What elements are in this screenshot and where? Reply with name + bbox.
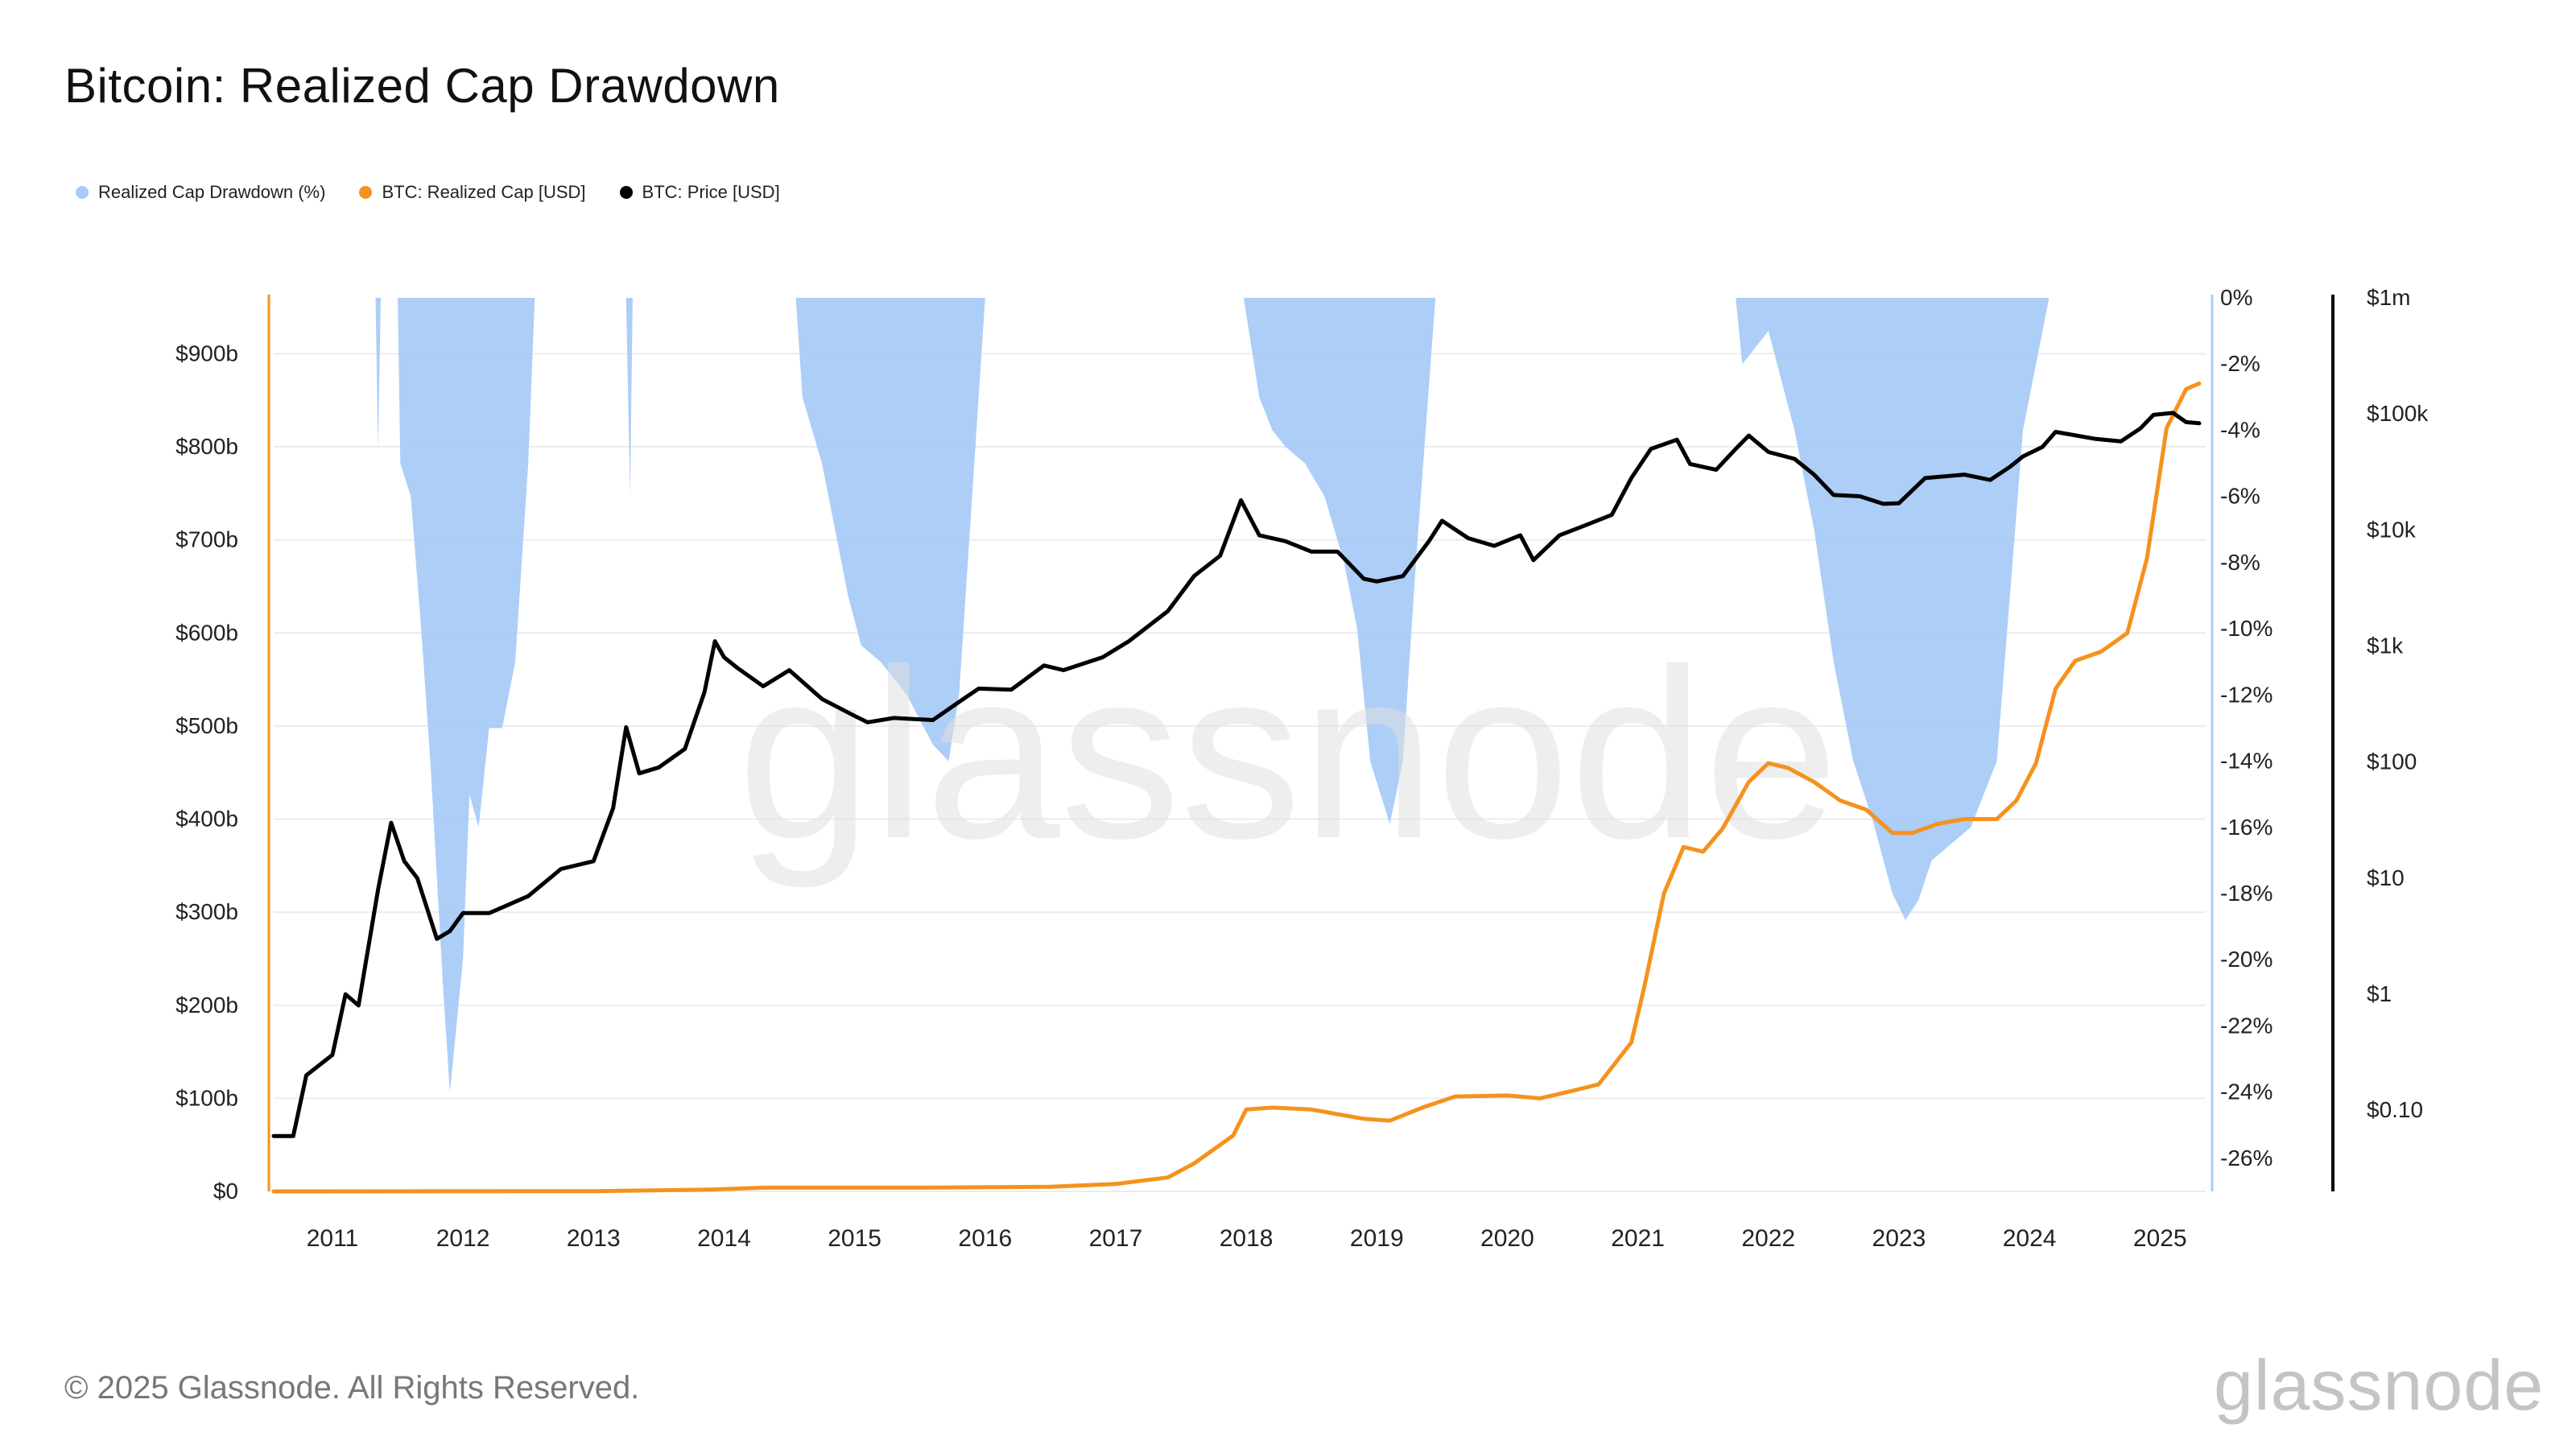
drawdown-axis-tick-label: -14% bbox=[2220, 749, 2273, 774]
x-axis-tick-label: 2022 bbox=[1741, 1225, 1795, 1252]
drawdown-axis-tick-label: -6% bbox=[2220, 484, 2260, 509]
drawdown-axis-tick-label: -8% bbox=[2220, 550, 2260, 575]
left-axis-tick-label: $600b bbox=[175, 620, 238, 645]
copyright-footer: © 2025 Glassnode. All Rights Reserved. bbox=[64, 1370, 640, 1406]
legend-dot-realized-cap bbox=[359, 186, 373, 199]
left-axis-tick-label: $800b bbox=[175, 434, 238, 459]
legend-dot-price bbox=[619, 186, 633, 199]
price-axis-tick-label: $1k bbox=[2367, 634, 2404, 658]
legend-item-price[interactable]: BTC: Price [USD] bbox=[619, 182, 780, 203]
drawdown-axis-tick-label: -16% bbox=[2220, 815, 2273, 840]
drawdown-axis-tick-label: -18% bbox=[2220, 881, 2273, 906]
drawdown-axis-tick-label: -2% bbox=[2220, 351, 2260, 376]
legend-label-realized-cap: BTC: Realized Cap [USD] bbox=[382, 182, 586, 202]
legend-item-realized-cap[interactable]: BTC: Realized Cap [USD] bbox=[359, 182, 586, 203]
x-axis-tick-label: 2020 bbox=[1480, 1225, 1534, 1252]
price-line bbox=[271, 411, 2202, 1138]
drawdown-area-series bbox=[274, 298, 2206, 1092]
legend-label-price: BTC: Price [USD] bbox=[642, 182, 780, 202]
left-axis-tick-label: $200b bbox=[175, 993, 238, 1018]
drawdown-axis-tick-label: -24% bbox=[2220, 1080, 2273, 1104]
price-axis-tick-label: $100 bbox=[2367, 749, 2417, 774]
x-axis-tick-label: 2013 bbox=[567, 1225, 621, 1252]
drawdown-area bbox=[274, 298, 2206, 1092]
price-axis-tick-label: $10k bbox=[2367, 517, 2417, 542]
drawdown-axis-tick-label: -4% bbox=[2220, 417, 2260, 442]
x-axis-tick-label: 2018 bbox=[1220, 1225, 1274, 1252]
legend-label-drawdown: Realized Cap Drawdown (%) bbox=[98, 182, 326, 202]
x-axis-tick-label: 2025 bbox=[2133, 1225, 2187, 1252]
x-axis-tick-label: 2023 bbox=[1872, 1225, 1926, 1252]
price-axis-tick-label: $100k bbox=[2367, 401, 2429, 426]
left-axis-tick-label: $500b bbox=[175, 713, 238, 738]
x-axis-tick-label: 2012 bbox=[436, 1225, 490, 1252]
price-axis-tick-label: $1m bbox=[2367, 285, 2410, 310]
drawdown-axis-tick-label: -10% bbox=[2220, 616, 2273, 641]
watermark: glassnode bbox=[737, 618, 1839, 890]
drawdown-axis-tick-label: 0% bbox=[2220, 285, 2252, 310]
x-axis-tick-label: 2017 bbox=[1089, 1225, 1143, 1252]
realized-cap-line bbox=[271, 381, 2202, 1194]
price-axis-tick-label: $10 bbox=[2367, 865, 2405, 890]
x-axis-tick-label: 2024 bbox=[2003, 1225, 2057, 1252]
x-axis-tick-label: 2011 bbox=[307, 1225, 359, 1252]
price-axis-tick-label: $1 bbox=[2367, 981, 2392, 1006]
left-axis-tick-label: $700b bbox=[175, 527, 238, 552]
x-axis-tick-label: 2015 bbox=[828, 1225, 881, 1252]
left-axis-tick-label: $400b bbox=[175, 807, 238, 832]
drawdown-axis-tick-label: -20% bbox=[2220, 947, 2273, 972]
x-axis-tick-label: 2016 bbox=[958, 1225, 1012, 1252]
chart-title: Bitcoin: Realized Cap Drawdown bbox=[64, 59, 780, 113]
x-axis-tick-label: 2014 bbox=[697, 1225, 751, 1252]
price-axis-tick-label: $0.10 bbox=[2367, 1097, 2423, 1122]
line-series bbox=[271, 381, 2202, 1194]
axes: $0 $100b $200b $300b $400b $500b $600b $700b $80… bbox=[175, 285, 2429, 1252]
left-axis-tick-label: $300b bbox=[175, 899, 238, 924]
left-axis-tick-label: $100b bbox=[175, 1085, 238, 1110]
x-axis-tick-label: 2021 bbox=[1611, 1225, 1665, 1252]
legend-item-drawdown[interactable]: Realized Cap Drawdown (%) bbox=[76, 182, 325, 203]
legend-dot-drawdown bbox=[76, 186, 89, 199]
drawdown-axis-tick-label: -12% bbox=[2220, 682, 2273, 707]
legend: Realized Cap Drawdown (%) BTC: Realized … bbox=[76, 182, 780, 203]
glassnode-logo: glassnode bbox=[2214, 1345, 2545, 1425]
x-axis-tick-label: 2019 bbox=[1350, 1225, 1404, 1252]
drawdown-axis-tick-label: -22% bbox=[2220, 1013, 2273, 1038]
left-axis-tick-label: $900b bbox=[175, 341, 238, 365]
drawdown-axis-tick-label: -26% bbox=[2220, 1146, 2273, 1170]
left-axis-tick-label: $0 bbox=[213, 1179, 238, 1203]
